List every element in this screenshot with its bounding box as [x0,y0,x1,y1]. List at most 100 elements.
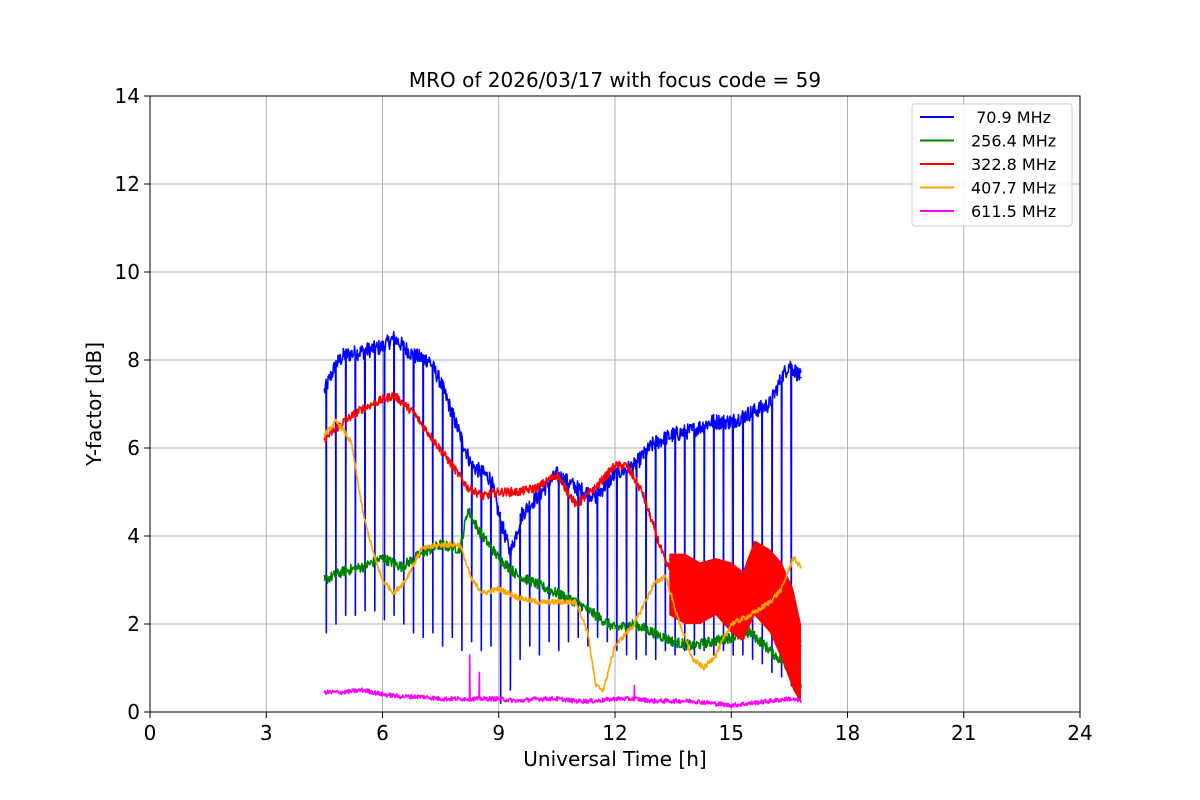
data-point [749,614,752,616]
data-point [478,530,481,533]
data-point [362,566,364,568]
legend-label: 70.9 MHz [971,108,1051,127]
data-point [478,698,481,700]
data-point [466,508,469,511]
y-tick-label: 10 [115,260,140,284]
data-point [664,561,667,564]
series-line [323,507,802,689]
data-point [749,412,752,414]
data-point [439,544,442,546]
data-point [652,583,655,586]
series-line [323,654,802,709]
data-point [404,579,407,581]
data-point [470,579,473,581]
legend-label: 322.8 MHz [971,155,1056,174]
data-point [420,695,423,698]
data-point [625,464,628,467]
data-point [381,579,384,581]
data-point [652,442,655,445]
data-point [323,390,326,392]
x-tick-label: 9 [492,721,505,745]
x-axis-label: Universal Time [h] [523,747,706,771]
x-tick-label: 15 [719,721,744,745]
data-point [556,592,558,594]
data-point [800,566,802,568]
data-point [497,557,500,559]
data-point [412,354,415,357]
data-point [800,376,802,379]
data-point [800,700,802,702]
data-point [780,596,783,599]
y-tick-label: 0 [127,700,140,724]
data-point [362,689,364,691]
data-point [335,420,337,423]
data-point [459,544,461,546]
data-point [432,438,434,441]
data-point [335,363,337,366]
data-point [323,434,326,436]
data-point [459,698,461,700]
legend-label: 611.5 MHz [971,202,1056,221]
data-point [691,645,694,647]
data-point [497,513,500,515]
data-point [587,632,589,634]
data-point [401,695,403,698]
data-point [730,583,733,586]
legend-box [911,103,1073,227]
data-point [594,495,597,498]
data-point [439,381,442,383]
data-point [497,491,500,493]
data-point [691,658,694,660]
series-3 [323,418,802,693]
data-point [652,632,655,634]
x-tick-label: 24 [1067,721,1092,745]
data-point [342,354,345,357]
x-tick-label: 18 [835,721,860,745]
data-point [517,574,519,577]
chart-title: MRO of 2026/03/17 with focus code = 59 [409,68,821,92]
data-point [393,394,395,397]
data-point [780,588,783,590]
data-point [381,693,384,696]
data-point [381,346,384,348]
y-tick-label: 14 [115,84,140,108]
legend-label: 256.4 MHz [971,132,1056,151]
data-point [536,698,539,700]
data-point [439,698,442,700]
data-point [691,583,694,586]
data-point [482,495,485,498]
data-point [788,698,791,700]
data-point [323,691,326,693]
data-point [575,486,578,489]
data-point [792,623,795,625]
data-point [536,486,539,489]
data-point [594,614,597,616]
data-point [594,700,597,702]
legend: 70.9 MHz 256.4 MHz 322.8 MHz 407.7 MHz 611.5… [911,103,1073,227]
data-point [428,359,430,361]
data-point [602,689,605,691]
data-point [672,700,674,702]
data-point [381,398,384,401]
data-point [536,583,539,586]
data-point [730,704,733,707]
data-point [517,491,519,493]
data-point [536,495,539,498]
x-tick-label: 0 [144,721,157,745]
data-point [342,570,345,572]
data-point [451,464,454,467]
data-point [482,592,485,594]
series-0 [323,330,802,704]
data-point [490,478,492,480]
data-point [323,438,326,441]
data-point [350,442,353,445]
data-point [362,513,364,515]
data-point [652,526,655,528]
y-tick-label: 6 [127,436,140,460]
data-point [749,702,752,704]
data-point [575,700,578,702]
data-point [730,636,733,638]
data-point [614,627,616,630]
data-point [652,700,655,702]
